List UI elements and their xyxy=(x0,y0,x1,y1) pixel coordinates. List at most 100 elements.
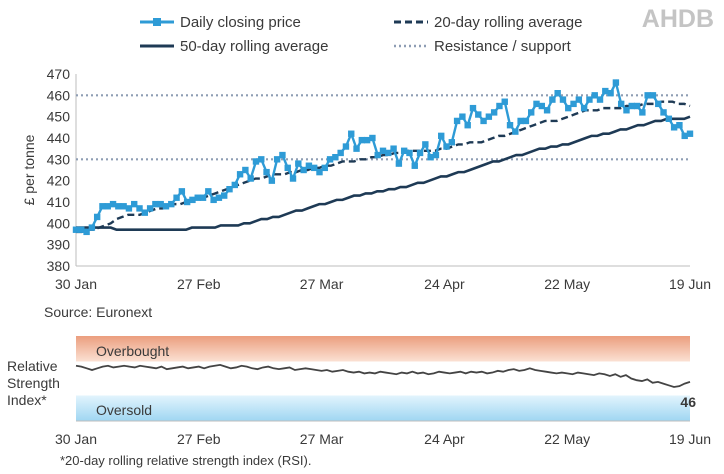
legend-item-ma20: 20-day rolling average xyxy=(394,14,582,31)
x-tick-label: 30 Jan xyxy=(55,276,97,292)
daily-price-point xyxy=(326,156,334,163)
oversold-band xyxy=(76,395,690,421)
daily-price-point xyxy=(432,151,440,159)
daily-price-point xyxy=(263,168,270,176)
y-tick-label: 400 xyxy=(47,215,71,231)
daily-price-point xyxy=(363,136,371,144)
daily-price-point xyxy=(591,92,598,99)
daily-price-point xyxy=(686,130,694,137)
daily-price-point xyxy=(210,196,217,204)
daily-price-point xyxy=(533,100,540,108)
y-tick-label: 440 xyxy=(47,130,71,146)
daily-price-point xyxy=(580,104,588,112)
daily-price-point xyxy=(337,149,344,157)
daily-price-point xyxy=(152,200,159,208)
daily-price-point xyxy=(215,194,223,201)
daily-price-point xyxy=(258,156,265,163)
daily-price-point xyxy=(607,90,614,97)
daily-price-point xyxy=(316,168,323,176)
legend-item-ma50: 50-day rolling average xyxy=(140,38,328,55)
daily-price-point xyxy=(660,109,667,116)
daily-price-point xyxy=(146,205,154,212)
daily-price-point xyxy=(141,209,149,216)
daily-price-point xyxy=(289,175,297,182)
daily-price-point xyxy=(459,113,466,120)
x-tick-label: 22 May xyxy=(544,276,590,292)
daily-price-point xyxy=(639,109,646,116)
daily-price-point xyxy=(522,117,530,125)
daily-price-point xyxy=(400,147,408,154)
daily-price-point xyxy=(305,162,313,169)
series-line-ma50 xyxy=(76,115,691,232)
x-tick-label: 19 Jun xyxy=(669,276,711,292)
daily-price-point xyxy=(199,194,207,201)
rsi-last-value: 46 xyxy=(680,394,696,410)
daily-price-point xyxy=(575,96,583,103)
daily-price-point xyxy=(612,79,620,86)
chart-legend: Daily closing price 20-day rolling avera… xyxy=(140,14,582,55)
daily-price-point xyxy=(448,139,456,146)
daily-price-point xyxy=(358,136,366,144)
daily-price-point xyxy=(554,90,561,97)
x-tick-label: 27 Mar xyxy=(300,276,344,292)
daily-price-point xyxy=(273,156,281,163)
daily-price-point xyxy=(390,145,397,152)
daily-price-point xyxy=(480,117,487,125)
y-tick-label: 420 xyxy=(47,173,71,189)
legend-label-ma50: 50-day rolling average xyxy=(180,38,328,55)
rsi-label-line-1: Relative xyxy=(7,358,58,374)
daily-price-point xyxy=(136,205,143,212)
daily-price-point xyxy=(189,196,196,204)
daily-price-point xyxy=(205,188,212,195)
daily-price-point xyxy=(321,164,328,172)
daily-price-point xyxy=(517,117,524,125)
y-tick-label: 460 xyxy=(47,87,71,103)
daily-price-point xyxy=(416,149,424,157)
rsi-x-tick-label: 27 Mar xyxy=(300,431,344,447)
daily-price-point xyxy=(268,177,276,184)
rsi-x-tick-label: 30 Jan xyxy=(55,431,97,447)
daily-price-point xyxy=(490,109,498,116)
daily-price-point xyxy=(496,102,503,110)
resistance-support-lines xyxy=(76,94,690,161)
daily-price-point xyxy=(226,186,233,193)
main-chart-axes: 380 390 400 410 420 430 440 450 460 470 30 Jan 27 F… xyxy=(21,66,711,292)
daily-price-point xyxy=(565,104,572,112)
daily-price-point xyxy=(623,107,630,114)
daily-price-point xyxy=(279,151,286,159)
y-tick-label: 380 xyxy=(47,258,71,274)
daily-price-point xyxy=(348,130,355,137)
daily-price-point xyxy=(485,113,493,120)
rsi-label-line-2: Strength xyxy=(7,375,60,391)
daily-price-point xyxy=(422,141,429,148)
daily-price-point xyxy=(104,203,111,210)
y-axis-title: £ per tonne xyxy=(21,134,37,205)
daily-price-point xyxy=(379,147,387,154)
rsi-label: Relative Strength Index* xyxy=(7,358,60,408)
daily-price-point xyxy=(300,166,307,174)
daily-price-point xyxy=(99,203,106,210)
rsi-series xyxy=(75,363,691,388)
rsi-label-line-3: Index* xyxy=(7,392,47,408)
series-line-ma20 xyxy=(76,100,691,234)
daily-price-point xyxy=(332,154,339,161)
daily-price-point xyxy=(125,205,133,212)
legend-label-ma20: 20-day rolling average xyxy=(434,14,582,31)
daily-price-point xyxy=(464,122,471,129)
daily-price-point xyxy=(284,164,291,172)
daily-price-point xyxy=(411,162,418,169)
daily-price-point xyxy=(681,132,688,140)
rsi-bands xyxy=(76,336,690,421)
legend-marker-daily xyxy=(153,18,161,26)
daily-price-point xyxy=(131,200,138,208)
daily-price-point xyxy=(168,200,175,208)
rsi-x-tick-label: 22 May xyxy=(544,431,590,447)
x-tick-label: 27 Feb xyxy=(177,276,221,292)
daily-price-point xyxy=(252,158,260,165)
daily-price-point xyxy=(617,100,625,108)
daily-price-point xyxy=(369,134,376,142)
daily-price-point xyxy=(655,100,662,108)
daily-price-point xyxy=(120,203,127,210)
daily-price-point xyxy=(183,198,191,206)
